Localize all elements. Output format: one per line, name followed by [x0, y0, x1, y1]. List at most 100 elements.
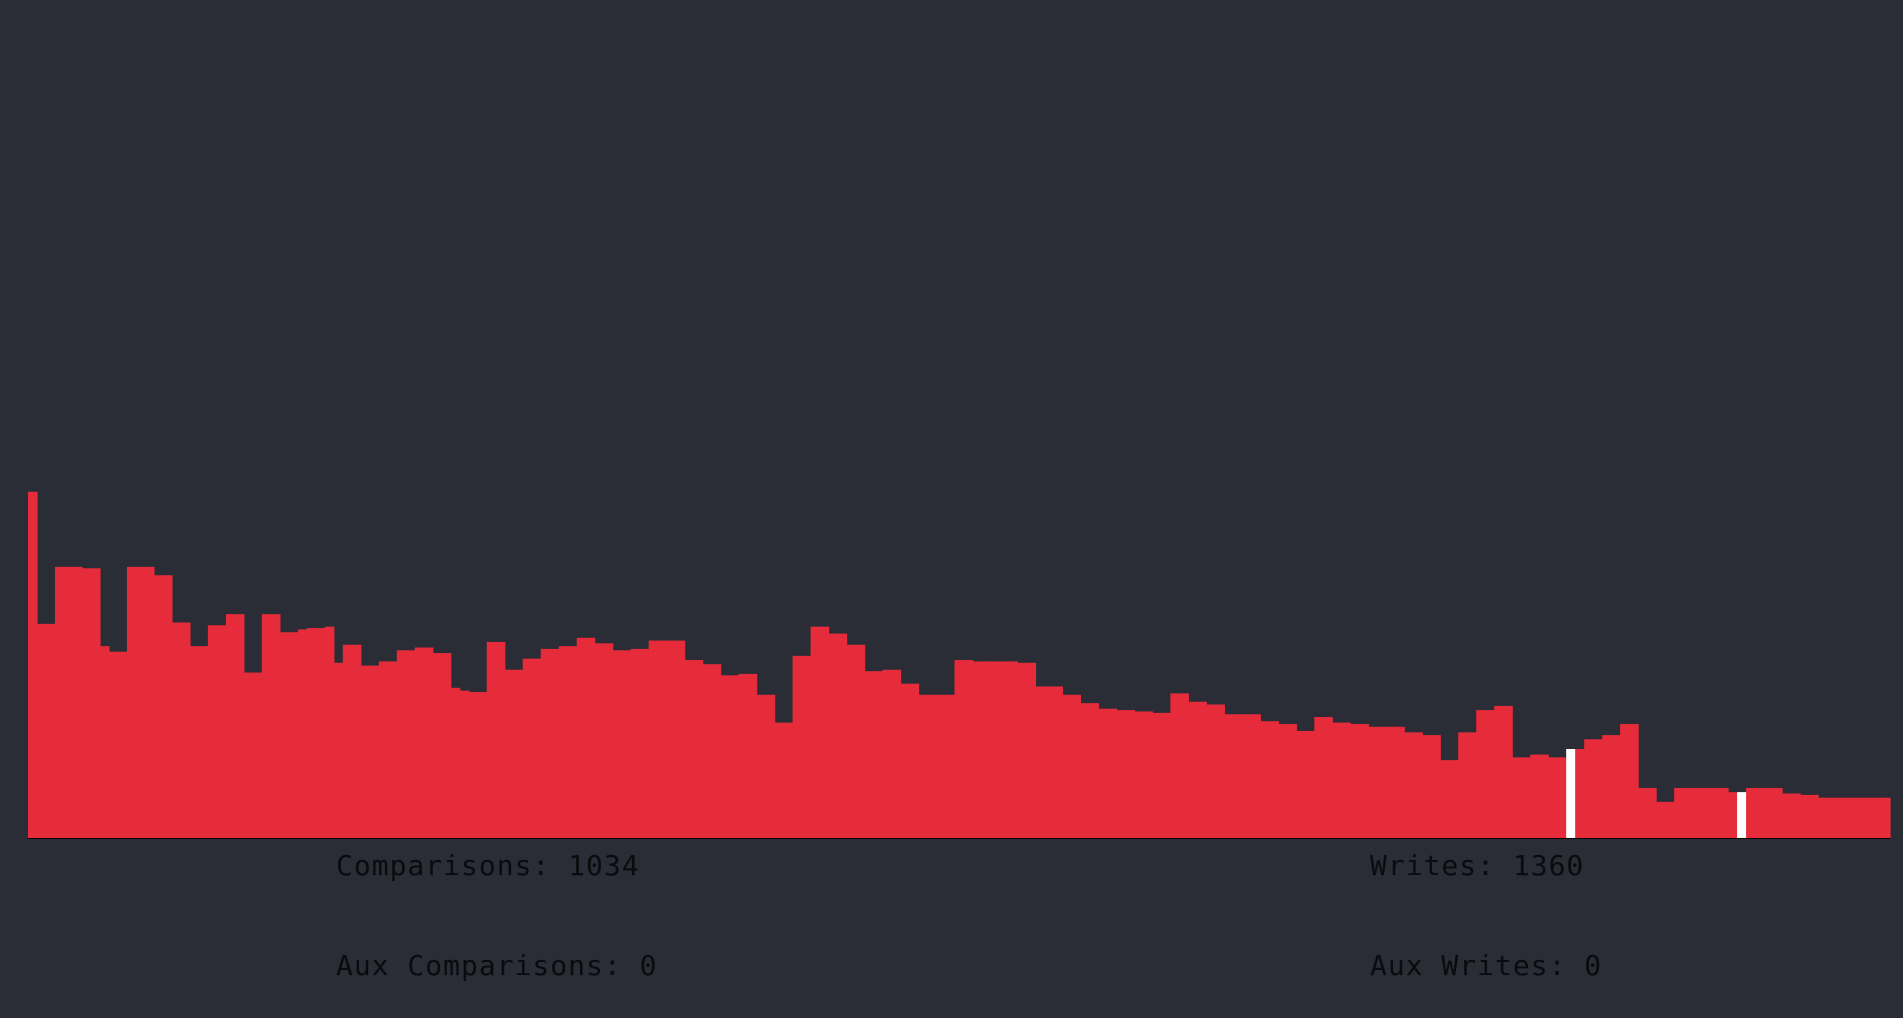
array-bar: [1782, 793, 1792, 838]
array-bar: [216, 625, 227, 838]
aux-comparisons-label: Aux Comparisons:: [336, 949, 640, 982]
array-bar: [1017, 662, 1028, 838]
array-bar: [351, 644, 362, 838]
array-bar: [1701, 787, 1711, 838]
array-bar: [1350, 723, 1360, 838]
array-bar: [1719, 787, 1729, 838]
array-bar: [1827, 797, 1837, 838]
array-bar: [387, 661, 398, 838]
array-bar: [333, 662, 344, 838]
array-bar: [1269, 721, 1279, 838]
array-bar: [675, 640, 686, 838]
array-bar: [981, 661, 992, 838]
array-bar: [126, 566, 137, 838]
array-bar: [666, 640, 677, 838]
array-bar: [1413, 732, 1423, 838]
array-bar: [63, 566, 74, 838]
array-bar: [1521, 757, 1531, 838]
array-bar: [1053, 686, 1064, 838]
array-bar: [1008, 661, 1019, 838]
array-bar: [711, 664, 722, 838]
array-bar: [1098, 708, 1109, 838]
array-bar: [567, 646, 578, 838]
array-bar: [1233, 714, 1243, 838]
array-bar: [162, 575, 173, 838]
array-bar: [1206, 704, 1216, 838]
array-bar: [45, 623, 56, 838]
array-bar: [369, 665, 380, 838]
array-bar: [1665, 801, 1675, 838]
array-bar: [1071, 694, 1082, 838]
array-bar: [1179, 693, 1189, 838]
aux-writes-value: 0: [1584, 949, 1603, 982]
array-bar: [171, 622, 182, 838]
array-bar: [765, 694, 776, 838]
array-bar: [720, 675, 731, 838]
aux-comparisons-counter: Aux Comparisons: 0: [336, 952, 657, 980]
array-bar: [954, 660, 965, 838]
array-bar: [927, 694, 938, 838]
array-bar: [261, 614, 272, 838]
array-bar: [810, 626, 821, 838]
array-bar: [801, 655, 812, 838]
array-bar: [990, 661, 1001, 838]
array-bar: [1845, 797, 1855, 838]
array-bar: [1746, 787, 1756, 838]
array-bar: [1548, 757, 1558, 838]
array-bar: [1341, 722, 1351, 838]
array-bar: [1152, 712, 1162, 838]
writes-counter: Writes: 1360: [1370, 852, 1584, 880]
array-bar: [1584, 739, 1594, 838]
array-bar: [1530, 754, 1540, 838]
array-bar: [1674, 787, 1684, 838]
array-bar: [225, 614, 236, 838]
array-bar: [1431, 735, 1441, 838]
array-bar: [1863, 797, 1873, 838]
array-bar: [1359, 723, 1369, 838]
array-bar: [1818, 797, 1828, 838]
array-bar: [657, 640, 668, 838]
array-bar: [1503, 705, 1513, 838]
comparisons-label: Comparisons:: [336, 849, 569, 882]
array-bar: [945, 694, 956, 838]
array-bar: [180, 622, 191, 838]
array-bar: [414, 647, 425, 838]
array-bar: [1188, 701, 1198, 838]
array-bar: [1791, 793, 1801, 838]
array-bar: [828, 633, 839, 838]
array-bar: [1539, 754, 1549, 838]
array-bar: [207, 625, 218, 838]
array-bar: [900, 683, 911, 838]
array-bar: [1602, 735, 1612, 838]
array-bar: [1287, 723, 1297, 838]
array-bar: [378, 661, 389, 838]
array-bar: [1575, 749, 1585, 838]
array-bar: [882, 669, 893, 838]
array-bar: [540, 648, 551, 838]
array-bar: [585, 637, 596, 838]
aux-writes-label: Aux Writes:: [1370, 949, 1585, 982]
array-bar: [108, 651, 119, 838]
array-bar: [684, 660, 695, 838]
array-bar: [522, 658, 533, 838]
array-bar: [459, 690, 470, 838]
array-bar: [1242, 714, 1252, 838]
array-bar: [243, 672, 254, 838]
writes-label: Writes:: [1370, 849, 1513, 882]
array-bar: [495, 641, 506, 838]
array-bar: [1476, 710, 1486, 838]
array-bar: [558, 646, 569, 838]
aux-comparisons-value: 0: [639, 949, 658, 982]
array-bar: [864, 671, 875, 838]
array-bar: [1224, 714, 1234, 838]
array-bar: [1557, 757, 1567, 838]
array-bar: [1278, 723, 1288, 838]
array-bar: [594, 643, 605, 838]
array-bar: [37, 623, 47, 838]
array-bar: [306, 628, 317, 838]
array-bar: [576, 637, 587, 838]
array-bar: [918, 694, 929, 838]
array-bar: [1764, 787, 1774, 838]
array-bar: [477, 692, 488, 838]
